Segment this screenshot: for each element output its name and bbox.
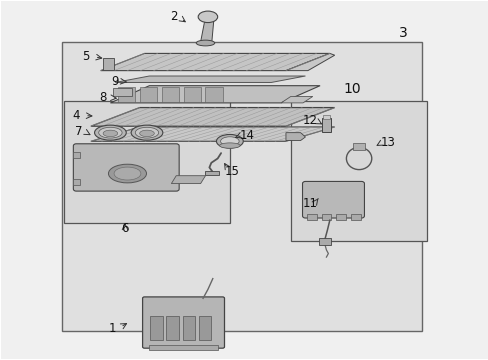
- Text: 5: 5: [82, 50, 89, 63]
- FancyBboxPatch shape: [302, 181, 364, 218]
- Bar: [64, 101, 229, 223]
- Text: 10: 10: [342, 82, 360, 95]
- Text: 14: 14: [239, 129, 254, 142]
- Ellipse shape: [140, 130, 154, 136]
- Polygon shape: [285, 133, 305, 140]
- Ellipse shape: [219, 143, 240, 148]
- Text: 7: 7: [75, 125, 82, 138]
- Text: 2: 2: [170, 10, 177, 23]
- Text: 6: 6: [121, 222, 128, 235]
- Text: 13: 13: [380, 136, 395, 149]
- Text: 15: 15: [224, 165, 239, 177]
- Bar: [103, 58, 114, 69]
- FancyBboxPatch shape: [73, 144, 179, 191]
- Text: 9: 9: [111, 75, 119, 88]
- Ellipse shape: [114, 167, 141, 180]
- Polygon shape: [91, 127, 334, 141]
- Bar: [198, 316, 211, 339]
- Bar: [352, 143, 364, 149]
- Polygon shape: [171, 176, 205, 184]
- Text: 1: 1: [109, 322, 116, 335]
- Bar: [322, 115, 329, 119]
- Bar: [183, 87, 200, 102]
- Bar: [150, 316, 163, 339]
- Ellipse shape: [135, 127, 158, 138]
- Text: 3: 3: [398, 26, 407, 40]
- Bar: [205, 171, 219, 175]
- Bar: [118, 87, 135, 102]
- Bar: [73, 179, 80, 185]
- Text: 4: 4: [72, 109, 80, 122]
- Polygon shape: [115, 76, 305, 82]
- Polygon shape: [200, 17, 213, 42]
- Bar: [205, 87, 222, 102]
- Ellipse shape: [216, 134, 243, 148]
- Bar: [318, 238, 330, 244]
- Polygon shape: [101, 53, 329, 71]
- FancyBboxPatch shape: [142, 297, 224, 348]
- Polygon shape: [285, 53, 334, 71]
- Ellipse shape: [108, 164, 146, 183]
- Bar: [321, 118, 330, 132]
- Ellipse shape: [220, 137, 239, 146]
- Ellipse shape: [94, 125, 126, 140]
- Bar: [161, 87, 178, 102]
- Bar: [306, 215, 316, 220]
- Ellipse shape: [99, 127, 122, 138]
- Bar: [140, 87, 157, 102]
- Bar: [61, 42, 422, 330]
- Bar: [113, 88, 132, 96]
- Ellipse shape: [103, 130, 118, 136]
- Bar: [350, 215, 360, 220]
- Polygon shape: [281, 96, 312, 103]
- Text: 11: 11: [302, 197, 317, 210]
- Polygon shape: [91, 108, 334, 126]
- Bar: [321, 215, 330, 220]
- Ellipse shape: [198, 11, 217, 23]
- Ellipse shape: [131, 125, 163, 140]
- Bar: [149, 345, 217, 350]
- Ellipse shape: [196, 40, 214, 46]
- Bar: [182, 316, 195, 339]
- Bar: [335, 215, 345, 220]
- Bar: [73, 152, 80, 158]
- Polygon shape: [110, 86, 320, 103]
- Text: 8: 8: [99, 91, 106, 104]
- Text: 12: 12: [302, 114, 317, 127]
- Bar: [166, 316, 179, 339]
- Bar: [290, 101, 427, 241]
